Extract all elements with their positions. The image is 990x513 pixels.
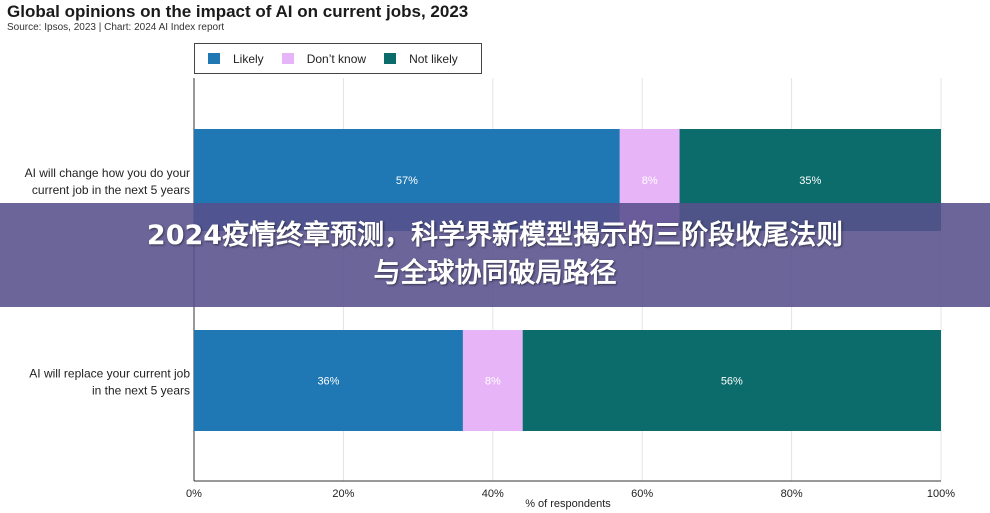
category-label: AI will replace your current job (29, 367, 190, 381)
legend-swatch-not-likely (384, 53, 397, 64)
x-tick-label: 0% (186, 488, 202, 500)
legend: Likely Don’t know Not likely (194, 43, 482, 74)
chart-title: Global opinions on the impact of AI on c… (7, 2, 469, 21)
legend-item-dont-know: Don’t know (281, 51, 367, 66)
bar-value-label: 8% (485, 376, 501, 388)
bar-value-label: 36% (317, 376, 339, 388)
x-tick-label: 20% (332, 488, 354, 500)
legend-item-likely: Likely (208, 52, 264, 66)
banner-line-2: 与全球协同破局路径 (373, 258, 617, 289)
bar-value-label: 35% (799, 175, 821, 187)
legend-label-not-likely: Not likely (409, 51, 458, 66)
overlay-banner: 2024疫情终章预测，科学界新模型揭示的三阶段收尾法则 与全球协同破局路径 (0, 203, 990, 307)
banner-line-1: 2024疫情终章预测，科学界新模型揭示的三阶段收尾法则 (146, 220, 844, 251)
category-label: in the next 5 years (92, 384, 190, 398)
legend-label-dont-know: Don’t know (306, 51, 367, 66)
chart-subtitle: Source: Ipsos, 2023 | Chart: 2024 AI Ind… (7, 22, 225, 33)
bar-value-label: 57% (396, 175, 418, 187)
legend-item-not-likely: Not likely (384, 52, 458, 66)
x-axis-title: % of respondents (525, 498, 611, 510)
legend-label-likely: Likely (233, 51, 264, 66)
x-tick-label: 100% (927, 488, 955, 500)
x-tick-label: 60% (631, 488, 653, 500)
x-tick-label: 40% (482, 488, 504, 500)
legend-swatch-dont-know (281, 53, 294, 64)
category-label: AI will change how you do your (25, 166, 190, 180)
bar-segment (522, 330, 941, 431)
bar-value-label: 56% (721, 376, 743, 388)
bar-segment (194, 330, 463, 431)
bar-segment (462, 330, 523, 431)
category-label: current job in the next 5 years (32, 183, 190, 197)
x-tick-label: 80% (781, 488, 803, 500)
bar-value-label: 8% (642, 175, 658, 187)
legend-swatch-likely (208, 53, 220, 64)
